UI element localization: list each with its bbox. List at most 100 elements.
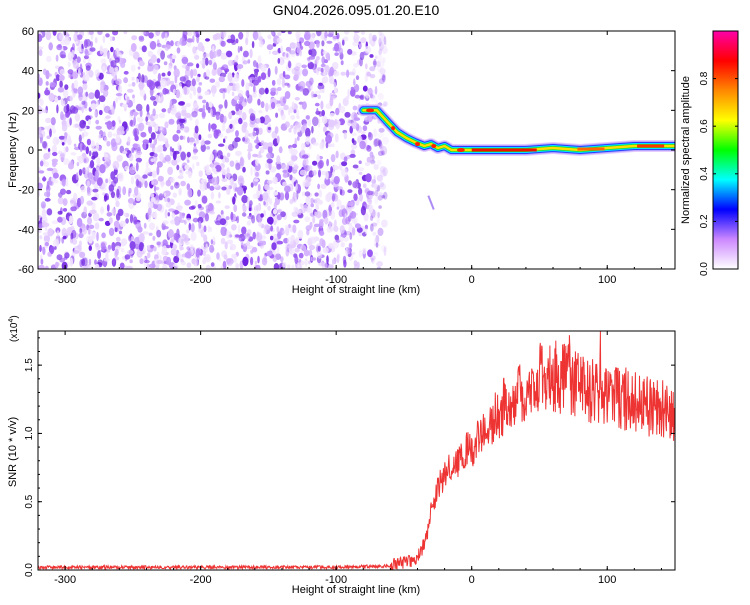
noise-speckle-dot [359,57,363,67]
noise-speckle-dot [232,196,236,205]
noise-speckle-dot [205,69,211,77]
noise-speckle-dot [364,224,368,230]
noise-speckle-dot [368,194,373,200]
noise-speckle-dot [289,248,296,256]
noise-speckle-dot [316,39,320,48]
noise-speckle-dot [42,109,48,114]
noise-speckle-dot [203,53,210,58]
noise-speckle-dot [166,244,171,249]
noise-speckle-dot [343,31,350,35]
noise-speckle-dot [104,136,108,142]
noise-speckle-dot [379,68,386,75]
noise-speckle-dot [311,257,316,261]
noise-speckle-dot [81,132,85,139]
noise-speckle-dot [94,259,97,265]
noise-speckle-dot [185,102,191,108]
noise-speckle-dot [266,250,273,257]
noise-speckle-dot [359,140,366,150]
noise-speckle-dot [69,197,77,207]
noise-speckle-dot [170,185,174,190]
noise-speckle-dot [57,210,63,215]
noise-speckle-dot [95,244,101,251]
snr-panel: -300 -200 -100 0 100 0.0 0.5 1.0 1.5 Height of s… [7,315,676,596]
noise-speckle-dot [206,182,210,189]
noise-speckle-dot [225,172,232,178]
noise-speckle-dot [150,158,155,163]
noise-speckle-dot [118,119,122,124]
noise-speckle-dot [115,136,120,143]
noise-speckle-dot [368,40,374,44]
noise-speckle-dot [381,74,386,83]
noise-speckle-dot [60,54,67,59]
noise-speckle-dot [372,225,377,230]
noise-speckle-dot [156,203,163,211]
noise-speckle-dot [315,211,322,219]
noise-speckle-dot [200,229,205,238]
noise-speckle-dot [358,249,363,258]
noise-speckle-dot [353,84,360,93]
noise-speckle-dot [149,96,156,101]
noise-speckle-dot [282,96,287,104]
noise-speckle-dot [138,122,145,132]
noise-speckle-dot [287,31,292,35]
noise-speckle-dot [59,257,65,263]
noise-speckle-dot [156,43,162,48]
noise-speckle-dot [92,188,99,193]
noise-speckle-dot [49,246,55,255]
noise-speckle-dot [43,234,51,243]
noise-speckle-dot [170,177,176,184]
noise-speckle-dot [186,229,190,234]
noise-speckle-dot [218,132,224,138]
noise-speckle-dot [293,126,297,135]
noise-speckle-dot [321,77,329,82]
noise-speckle-dot [86,180,90,187]
noise-speckle-dot [226,239,233,245]
noise-speckle-dot [178,101,185,106]
signal-hotspot [456,148,465,152]
noise-speckle-dot [341,168,348,178]
noise-speckle-dot [96,231,99,242]
noise-speckle-dot [126,265,133,269]
noise-speckle-dot [211,177,218,186]
noise-speckle-dot [120,238,128,246]
noise-speckle-dot [161,72,166,77]
noise-speckle-dot [328,192,333,198]
noise-speckle-dot [192,163,195,170]
noise-speckle-dot [293,206,297,212]
noise-speckle-dot [153,246,157,252]
noise-speckle-dot [315,203,320,211]
noise-speckle-dot [293,219,300,224]
noise-speckle-dot [369,151,374,158]
noise-speckle-dot [38,264,45,269]
noise-speckle-dot [178,188,182,196]
noise-speckle-dot [154,137,158,145]
noise-speckle-dot [275,253,281,260]
noise-speckle-dot [353,63,359,68]
noise-speckle-dot [235,82,240,92]
noise-speckle-dot [133,116,137,126]
noise-speckle-dot [110,60,117,68]
noise-speckle-dot [241,212,247,217]
noise-speckle-dot [97,259,103,266]
noise-speckle-dot [226,38,234,44]
noise-speckle-dot [224,135,228,140]
noise-speckle-dot [69,95,74,102]
noise-speckle-dot [345,95,350,100]
noise-speckle-dot [89,160,95,169]
noise-speckle-dot [377,195,383,201]
noise-speckle-dot [318,159,324,169]
noise-speckle-dot [364,63,368,70]
noise-speckle-dot [314,197,320,207]
noise-speckle-dot [354,35,361,39]
noise-speckle-dot [209,108,213,118]
noise-speckle-dot [354,94,361,99]
noise-speckle-dot [152,235,156,241]
noise-speckle-dot [280,45,283,54]
noise-speckle-dot [310,203,315,208]
noise-speckle-dot [272,176,278,185]
noise-speckle-dot [245,129,249,138]
noise-speckle-dot [164,154,171,162]
noise-speckle-dot [205,204,211,210]
noise-speckle-dot [118,125,125,132]
noise-speckle-dot [177,41,180,48]
